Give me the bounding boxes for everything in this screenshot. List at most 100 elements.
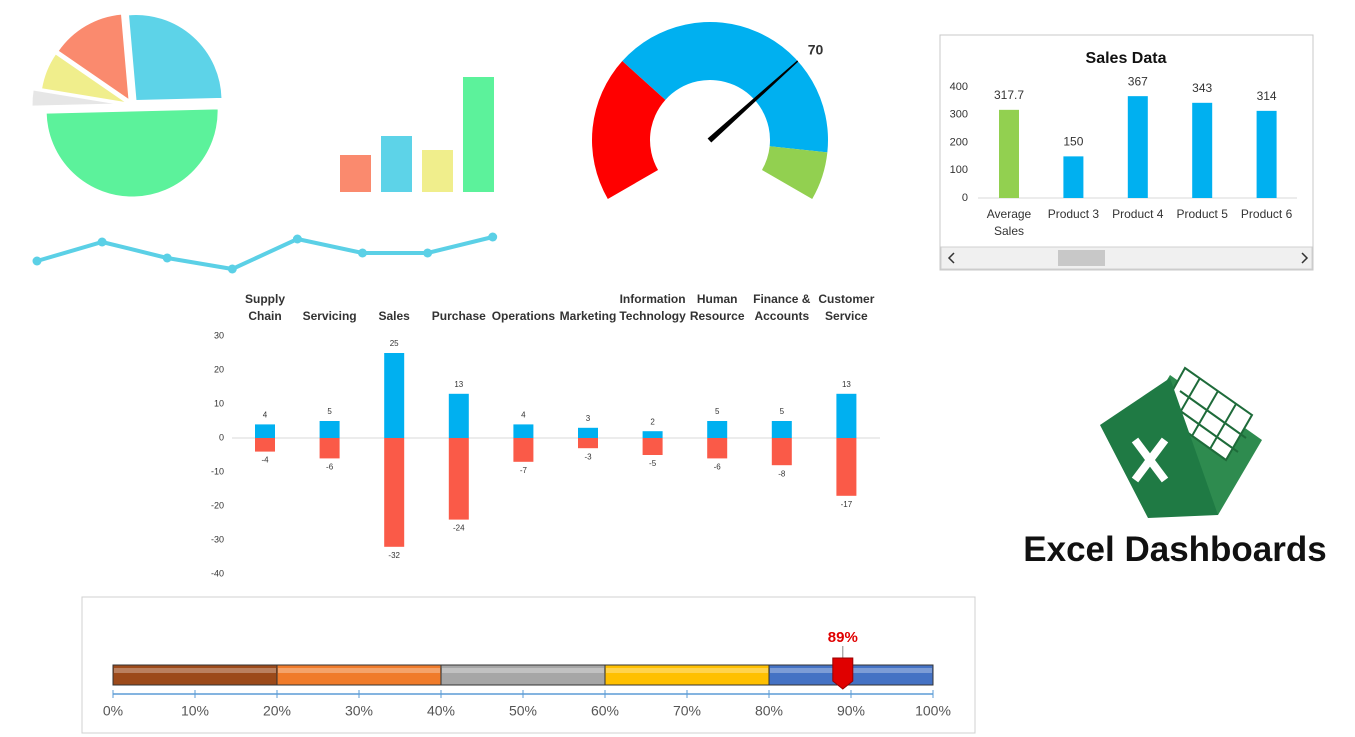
bar: [384, 353, 405, 438]
line-point: [97, 237, 107, 247]
value-label: 5: [780, 407, 785, 416]
value-label: 367: [1128, 74, 1148, 88]
value-label: -4: [261, 456, 269, 465]
bar: [771, 438, 792, 466]
logo-grid-lines: [1171, 377, 1247, 453]
value-label: -7: [520, 466, 528, 475]
x-tick-label: 30%: [345, 703, 373, 719]
bar: [255, 438, 275, 452]
value-label: 4: [263, 411, 268, 420]
pie-slice: [41, 53, 127, 104]
x-tick-label: 20%: [263, 703, 291, 719]
bar: [463, 77, 494, 192]
line-point: [488, 232, 498, 242]
x-tick-label: Product 6: [1240, 207, 1293, 221]
bar: [999, 109, 1019, 198]
x-tick-label: 40%: [427, 703, 455, 719]
x-tick-label: 100%: [915, 703, 951, 719]
value-label: 3: [586, 414, 591, 423]
value-label: -32: [388, 551, 400, 560]
scrollbar-thumb[interactable]: [1058, 250, 1105, 266]
value-label: -3: [584, 452, 592, 461]
category-label: Customer Service: [818, 292, 875, 323]
pie-slice: [127, 14, 223, 102]
x-tick-label: 10%: [181, 703, 209, 719]
bar: [642, 431, 663, 438]
bar: [448, 393, 469, 438]
gauge-needle: [707, 60, 799, 143]
x-tick-label: Product 3: [1047, 207, 1100, 221]
bar: [381, 136, 412, 192]
x-tick-label: 50%: [509, 703, 537, 719]
excel-logo: [1100, 366, 1262, 518]
bar: [255, 424, 275, 438]
logo-x: [1131, 437, 1169, 483]
bar: [771, 421, 792, 438]
segment-shine: [114, 668, 276, 673]
bar: [1192, 102, 1213, 198]
line-point: [423, 248, 433, 258]
value-label: -6: [326, 463, 334, 472]
y-tick-label: -10: [211, 466, 224, 476]
category-label: Operations: [491, 309, 556, 323]
y-tick-label: 30: [214, 330, 224, 340]
line-point: [32, 256, 42, 266]
y-tick-label: 10: [214, 398, 224, 408]
value-label: -24: [453, 524, 465, 533]
line-series: [36, 235, 494, 272]
pie-slice: [31, 89, 119, 107]
y-tick-label: 0: [219, 432, 224, 442]
value-label: 13: [454, 380, 463, 389]
value-label: 314: [1257, 89, 1277, 103]
bar: [1063, 156, 1084, 198]
bar: [1256, 110, 1277, 198]
category-label: Marketing: [559, 309, 617, 323]
bar: [1127, 96, 1148, 198]
y-tick-label: 100: [950, 164, 968, 176]
value-label: 13: [842, 380, 851, 389]
bar: [422, 150, 453, 192]
value-label: 150: [1063, 135, 1083, 149]
category-label: Servicing: [302, 309, 357, 323]
x-tick-label: 90%: [837, 703, 865, 719]
scroll-right[interactable]: [1301, 252, 1309, 264]
gauge-segment: [592, 61, 666, 199]
x-tick-label: 70%: [673, 703, 701, 719]
y-tick-label: 0: [962, 192, 968, 204]
y-tick-label: 200: [950, 136, 968, 148]
scroll-left[interactable]: [947, 252, 955, 264]
bar: [513, 438, 534, 462]
category-label: Purchase: [431, 309, 486, 323]
bar: [836, 438, 857, 496]
category-label: Supply Chain: [244, 292, 285, 323]
pie-slice: [57, 13, 130, 101]
line-point: [292, 234, 302, 244]
gauge-value-label: 70: [808, 42, 824, 58]
line-point: [227, 264, 237, 274]
progress-value-label: 89%: [828, 629, 858, 646]
y-tick-label: -30: [211, 534, 224, 544]
value-label: 2: [650, 417, 655, 426]
category-label: Information Technology: [619, 292, 686, 323]
bar: [707, 438, 728, 459]
y-tick-label: -40: [211, 568, 224, 578]
bar: [642, 438, 663, 455]
bar: [513, 424, 534, 438]
x-tick-label: 0%: [103, 703, 123, 719]
scrollbar[interactable]: [940, 246, 1313, 270]
y-tick-label: 20: [214, 364, 224, 374]
value-label: -17: [841, 500, 853, 509]
x-tick-label: 80%: [755, 703, 783, 719]
x-tick-label: Product 4: [1112, 207, 1164, 221]
y-tick-label: 400: [950, 81, 968, 93]
value-label: 5: [327, 407, 332, 416]
value-label: 25: [390, 339, 399, 348]
page-title: Excel Dashboards: [1023, 530, 1327, 569]
bar: [578, 438, 598, 449]
segment-shine: [606, 668, 768, 673]
category-label: Finance & Accounts: [753, 292, 811, 323]
line-point: [358, 248, 367, 258]
x-tick-label: 60%: [591, 703, 619, 719]
bar: [384, 438, 405, 547]
